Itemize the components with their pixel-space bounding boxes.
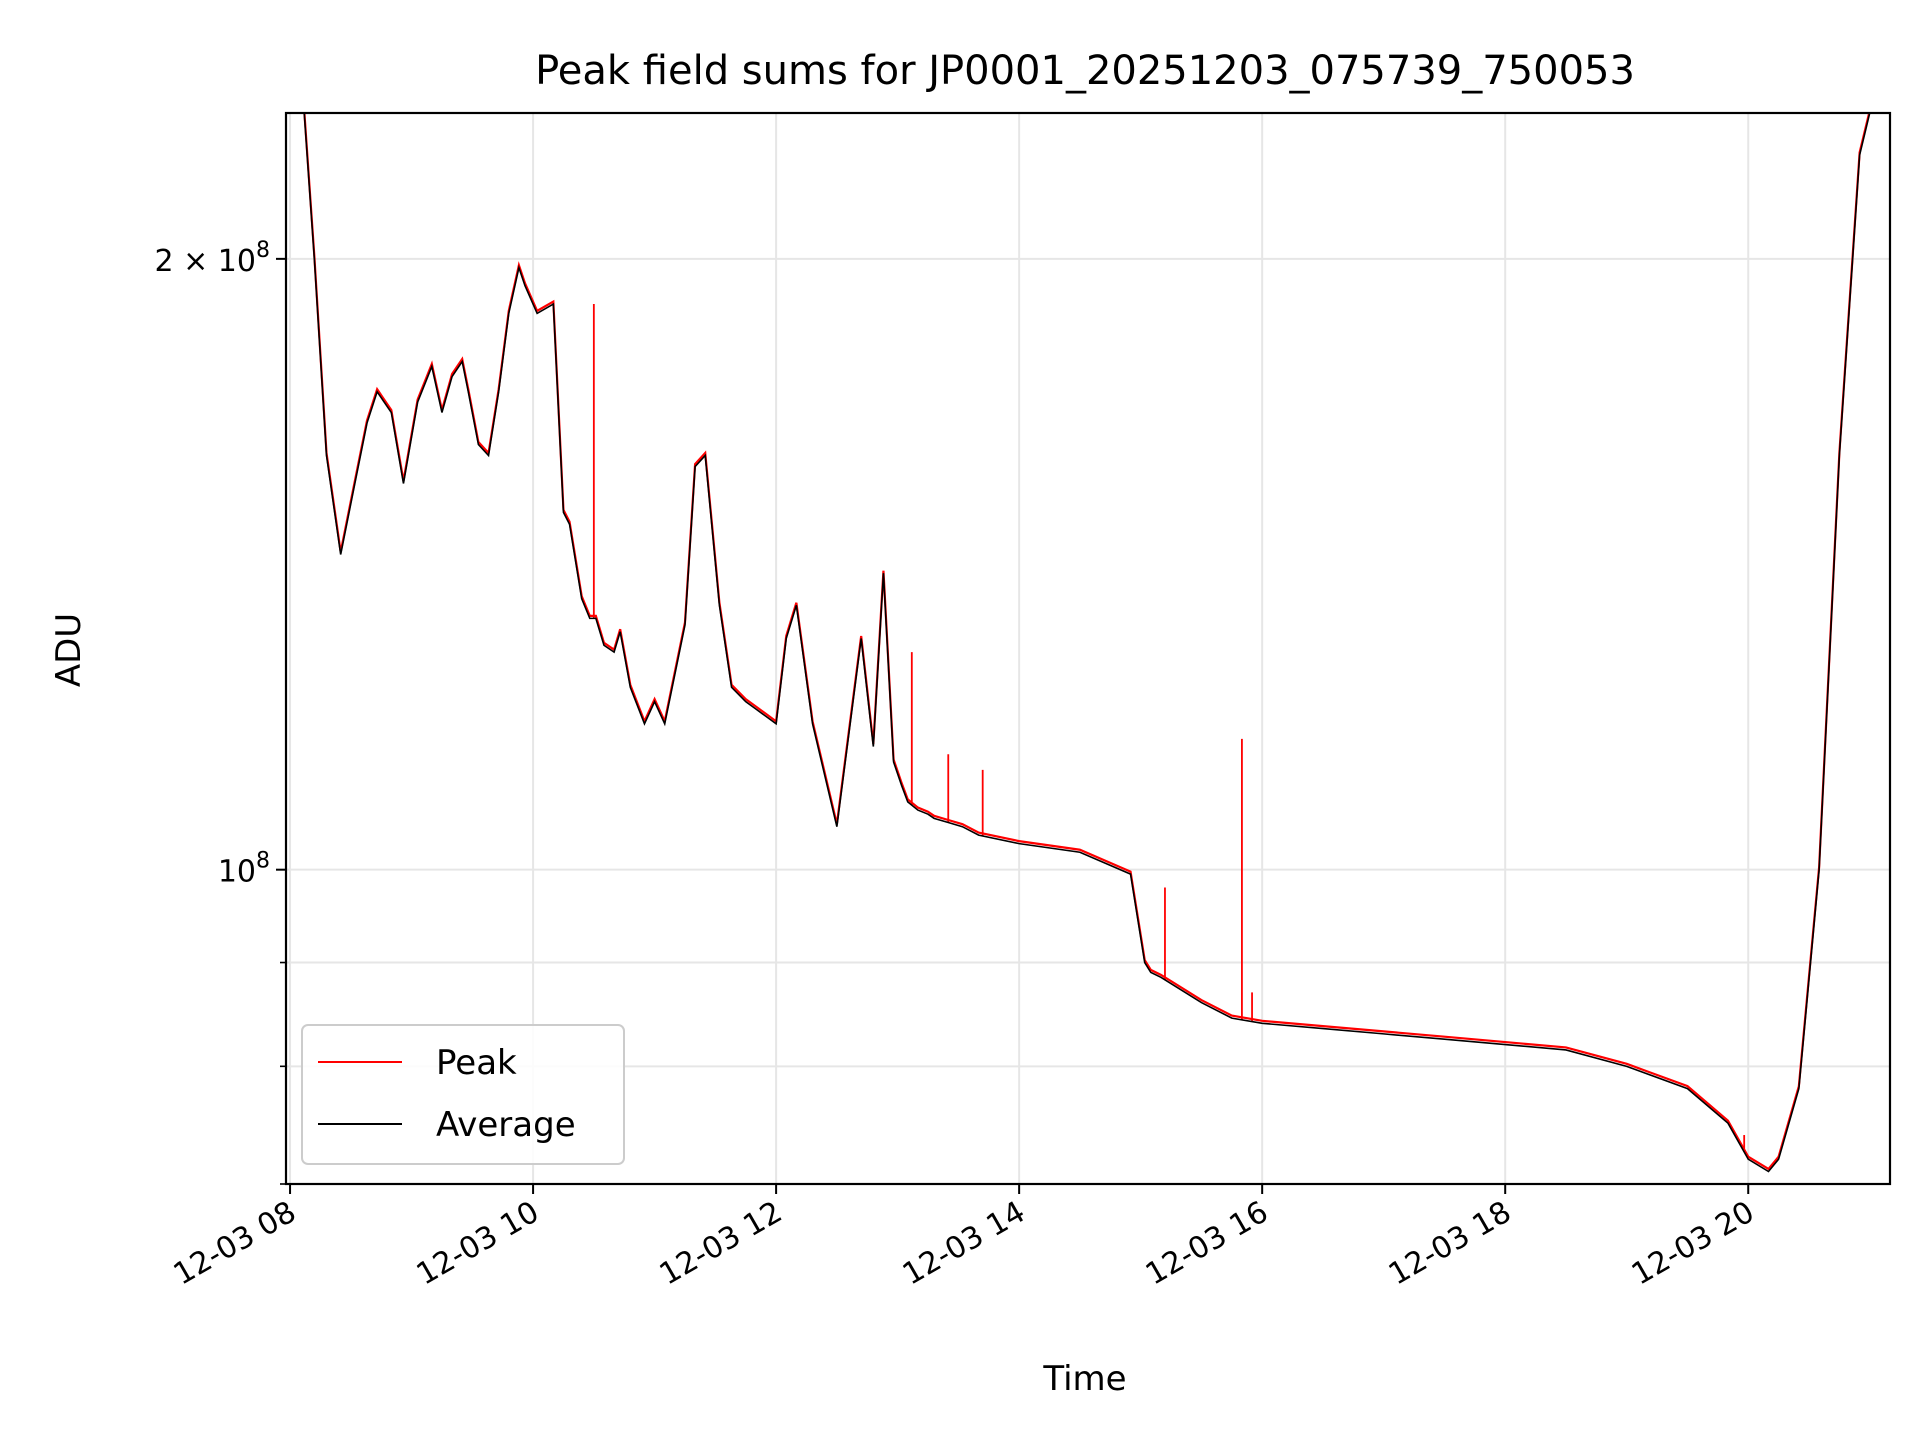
legend-average-label: Average	[436, 1105, 576, 1145]
y-tick-label: 2 × 108	[155, 238, 270, 279]
legend-peak-label: Peak	[436, 1043, 517, 1083]
plot-frame	[284, 111, 1892, 1186]
x-axis-label: Time	[1042, 1359, 1126, 1399]
legend-box	[301, 1024, 625, 1165]
y-tick-label: 108	[218, 849, 270, 890]
y-axis-ticks: 108 2 × 108	[155, 238, 286, 1185]
peak-spikes	[592, 304, 1746, 1152]
series-average-line	[286, 113, 1890, 1173]
y-axis-label: ADU	[49, 613, 89, 687]
legend: Peak Average	[301, 1024, 625, 1165]
chart-title: Peak field sums for JP0001_20251203_0757…	[535, 48, 1635, 94]
